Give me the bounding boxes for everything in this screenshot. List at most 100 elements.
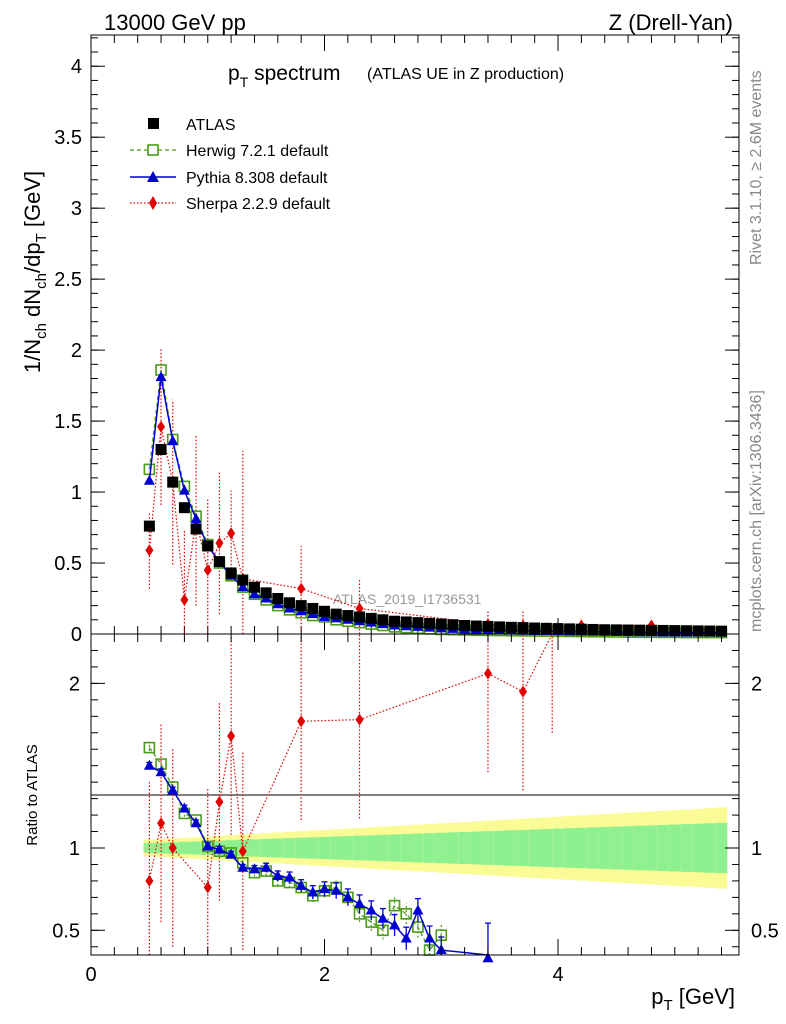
main-ytick-label: 2 [71, 340, 82, 362]
pythia-point [248, 588, 260, 599]
ratio-sherpa-point [355, 713, 364, 726]
ratio-herwig-point [143, 741, 156, 754]
legend-marker-pythia [147, 171, 159, 182]
ratio-pythia-point [412, 904, 424, 915]
main-ytick-label: 1.5 [54, 411, 82, 433]
legend-label-sherpa: Sherpa 2.2.9 default [186, 196, 331, 213]
ratio-frame [90, 633, 740, 956]
ratio-series-pythia [143, 759, 494, 963]
mcplots-label: mcplots.cern.ch [arXiv:1306.3436] [748, 390, 765, 632]
main-ytick-label: 4 [71, 56, 82, 78]
ratio-pythia-point [143, 759, 155, 770]
atlas-point [470, 620, 482, 632]
atlas-point [704, 625, 716, 637]
ratio-band-inner [388, 834, 401, 862]
atlas-point [424, 617, 436, 629]
ratio-pythia-point [283, 871, 295, 882]
ratio-bands [143, 807, 728, 889]
ratio-band-inner [540, 829, 553, 867]
sherpa-point [215, 537, 224, 550]
main-ytick-label: 0 [71, 624, 82, 646]
ratio-sherpa-point [145, 874, 154, 887]
ratio-band-inner [563, 828, 576, 868]
atlas-point [319, 605, 331, 617]
sherpa-point [203, 564, 212, 577]
ratio-pythia-point [178, 802, 190, 813]
ratio-band-inner [633, 825, 646, 871]
ratio-ytick-label-right: 0.5 [751, 920, 779, 942]
ratio-pythia-point [400, 932, 412, 943]
ratio-pythia-point [202, 840, 214, 851]
legend: ATLAS Herwig 7.2.1 default Pythia 8.308 … [130, 117, 331, 213]
atlas-point [377, 614, 389, 626]
ratio-pythia-point [424, 932, 436, 943]
atlas-point [389, 615, 401, 627]
sherpa-point [157, 420, 166, 433]
legend-label-pythia: Pythia 8.308 default [186, 170, 328, 187]
x-tick-label: 2 [319, 964, 330, 986]
ratio-band-inner [423, 833, 436, 863]
legend-marker-herwig [147, 144, 159, 156]
main-y-tick-labels: 0 0.5 1 1.5 2 2.5 3 3.5 4 [54, 56, 82, 646]
main-ytick-label: 3.5 [54, 127, 82, 149]
ratio-band-inner [703, 823, 716, 873]
ratio-sherpa-point [238, 845, 247, 858]
pythia-point [167, 434, 179, 445]
atlas-point [505, 621, 517, 633]
ratio-band-inner [353, 835, 366, 861]
ratio-pythia-point [354, 897, 366, 908]
atlas-point [202, 540, 214, 552]
ratio-band-inner [271, 838, 284, 858]
ratio-pythia-point [295, 879, 307, 890]
ratio-sherpa-line [148, 633, 553, 889]
ratio-pythia-point [319, 883, 331, 894]
legend-label-herwig: Herwig 7.2.1 default [186, 143, 329, 160]
legend-marker-sherpa [149, 196, 157, 210]
atlas-point [552, 623, 564, 635]
ratio-pythia-point [307, 886, 319, 897]
atlas-point [517, 622, 529, 634]
atlas-point [680, 625, 692, 637]
ratio-band-inner [178, 841, 191, 855]
ratio-pythia-point [330, 884, 342, 895]
watermark: ATLAS_2019_I1736531 [333, 591, 482, 607]
atlas-point [178, 502, 190, 514]
series-atlas [143, 443, 727, 637]
atlas-point [587, 623, 599, 635]
atlas-point [167, 476, 179, 488]
x-axis-label: pT [GeV] [651, 984, 735, 1014]
ratio-pythia-point [213, 843, 225, 854]
sherpa-point [227, 527, 236, 540]
atlas-point [669, 625, 681, 637]
atlas-point [657, 624, 669, 636]
ratio-sherpa-point [157, 817, 166, 830]
atlas-point [692, 625, 704, 637]
atlas-point [272, 593, 284, 605]
ratio-ytick-label: 0.5 [52, 920, 80, 942]
atlas-point [575, 623, 587, 635]
x-tick-labels: 0 2 4 [85, 964, 563, 986]
ratio-band-inner [575, 827, 588, 869]
ratio-band-inner [143, 843, 156, 853]
atlas-point [213, 556, 225, 568]
ratio-band-inner [447, 832, 459, 864]
ratio-ticks [90, 634, 739, 955]
atlas-point [354, 611, 366, 623]
x-tick-label: 4 [552, 964, 563, 986]
atlas-point [540, 622, 552, 634]
ratio-band-inner [657, 824, 669, 872]
plot-title-sub: T [240, 74, 249, 90]
ratio-band-inner [552, 828, 564, 868]
ratio-sherpa-point [297, 715, 306, 728]
ratio-herwig-point [388, 899, 401, 912]
legend-entry-herwig: Herwig 7.2.1 default [130, 143, 329, 160]
atlas-point [459, 619, 471, 631]
plot-title-extra: (ATLAS UE in Z production) [367, 66, 564, 83]
atlas-point [447, 619, 459, 631]
ratio-sherpa-point [519, 685, 527, 698]
ratio-band-inner [517, 829, 529, 867]
pythia-point [143, 474, 155, 485]
ratio-band-inner [598, 827, 611, 869]
atlas-point [307, 602, 319, 614]
